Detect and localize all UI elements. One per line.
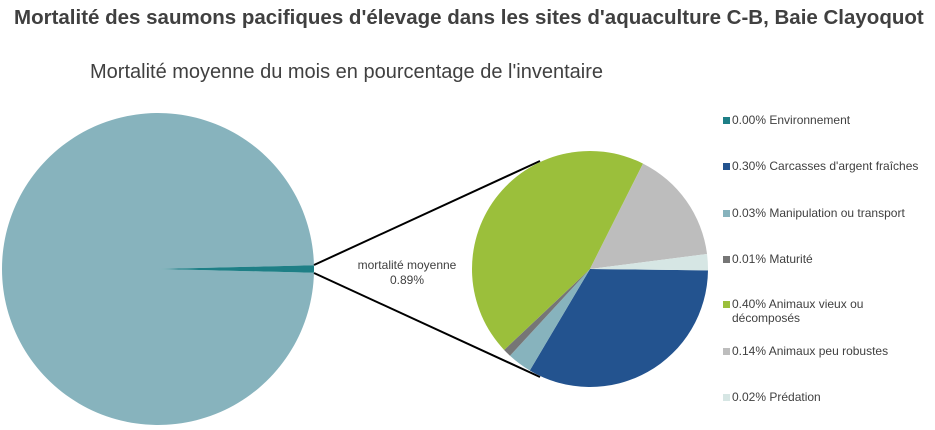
main-pie	[2, 113, 314, 425]
legend-label: 0.40% Animaux vieux ou décomposés	[732, 297, 864, 325]
secondary-pie-slice	[590, 163, 708, 269]
main-pie-slice-mortality	[158, 265, 314, 273]
secondary-pie-slice	[590, 253, 709, 271]
legend-swatch-icon	[723, 347, 730, 355]
legend-label: 0.02% Prédation	[732, 390, 821, 404]
chart-subtitle: Mortalité moyenne du mois en pourcentage…	[90, 61, 604, 83]
legend-label: 0.00% Environnement	[732, 113, 851, 127]
secondary-pie-slice	[472, 151, 643, 350]
callout-title: mortalité moyenne	[357, 258, 457, 272]
legend-item: 0.02% Prédation	[723, 390, 932, 404]
legend-item: 0.14% Animaux peu robustes	[723, 344, 932, 358]
secondary-pie-slice	[504, 269, 590, 356]
callout-value: 0.89%	[389, 273, 425, 287]
main-pie-slice-remaining	[2, 113, 314, 425]
chart-title: Mortalité des saumons pacifiques d'éleva…	[14, 6, 924, 29]
legend-swatch-icon	[723, 162, 730, 170]
legend-label: 0.01% Maturité	[732, 252, 813, 266]
legend-swatch-icon	[723, 255, 730, 263]
connector-line	[313, 160, 541, 266]
secondary-pie-slice	[509, 269, 590, 371]
legend-item: 0.03% Manipulation ou transport	[723, 206, 932, 220]
legend-swatch-icon	[723, 116, 730, 124]
legend-label: 0.14% Animaux peu robustes	[732, 344, 889, 358]
legend-item: 0.00% Environnement	[723, 113, 932, 127]
legend-swatch-icon	[723, 393, 730, 401]
secondary-pie	[472, 151, 709, 387]
callout-label: mortalité moyenne 0.89%	[332, 258, 482, 288]
legend-swatch-icon	[723, 300, 730, 308]
legend-swatch-icon	[723, 209, 730, 217]
legend-item: 0.40% Animaux vieux ou décomposés	[723, 297, 882, 325]
legend-label: 0.30% Carcasses d'argent fraîches	[732, 159, 919, 173]
connector-lines	[313, 160, 541, 378]
legend-item: 0.30% Carcasses d'argent fraîches	[723, 159, 932, 173]
connector-line	[313, 272, 541, 378]
legend-label: 0.03% Manipulation ou transport	[732, 206, 905, 220]
legend-item: 0.01% Maturité	[723, 252, 932, 266]
secondary-pie-slice	[529, 269, 708, 387]
